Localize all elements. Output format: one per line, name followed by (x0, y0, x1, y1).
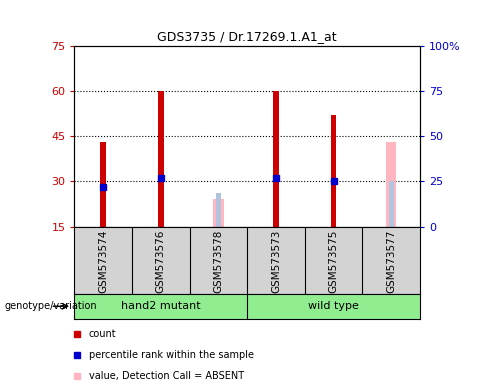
Bar (213, 200, 224, 227)
Text: GSM573576: GSM573576 (156, 230, 166, 293)
Text: GSM573574: GSM573574 (98, 230, 108, 293)
Bar (273, 91, 279, 227)
Title: GDS3735 / Dr.17269.1.A1_at: GDS3735 / Dr.17269.1.A1_at (157, 30, 337, 43)
Bar (331, 115, 336, 227)
Text: genotype/variation: genotype/variation (5, 301, 97, 311)
Text: wild type: wild type (308, 301, 359, 311)
Text: GSM573577: GSM573577 (386, 230, 396, 293)
Text: percentile rank within the sample: percentile rank within the sample (89, 350, 254, 360)
Text: GSM573573: GSM573573 (271, 230, 281, 293)
Bar (216, 194, 221, 227)
Bar (389, 182, 394, 227)
Bar (386, 142, 396, 227)
Bar (100, 142, 106, 227)
Text: count: count (89, 329, 117, 339)
Text: value, Detection Call = ABSENT: value, Detection Call = ABSENT (89, 371, 244, 381)
Text: GSM573578: GSM573578 (214, 230, 223, 293)
Bar (158, 91, 164, 227)
Text: GSM573575: GSM573575 (329, 230, 338, 293)
Text: hand2 mutant: hand2 mutant (121, 301, 201, 311)
